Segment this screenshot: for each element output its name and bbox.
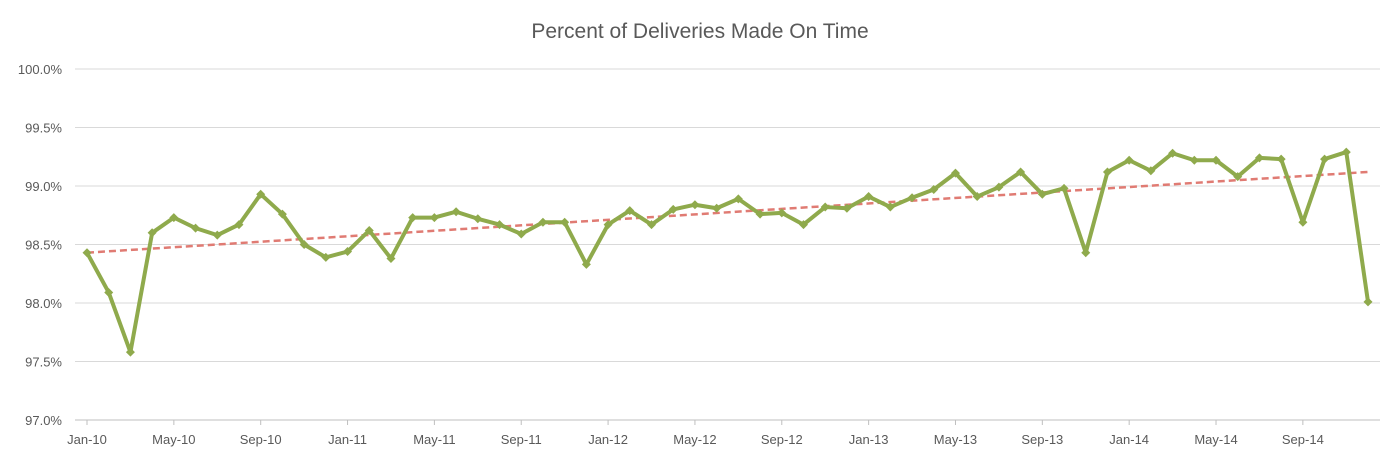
x-tick-label: Sep-12: [761, 432, 803, 447]
x-tick-label: Sep-14: [1282, 432, 1324, 447]
data-point: [1211, 155, 1221, 165]
x-tick-label: Jan-12: [588, 432, 628, 447]
data-point: [169, 213, 179, 223]
y-tick-label: 97.5%: [25, 355, 62, 370]
x-tick-label: Jan-14: [1109, 432, 1149, 447]
data-point: [690, 200, 700, 210]
data-point: [1189, 155, 1199, 165]
data-point: [364, 225, 374, 235]
data-point: [972, 192, 982, 202]
data-point: [885, 202, 895, 212]
y-tick-label: 98.0%: [25, 296, 62, 311]
data-point: [603, 220, 613, 230]
data-point: [733, 194, 743, 204]
chart-title: Percent of Deliveries Made On Time: [531, 20, 868, 43]
data-point: [321, 252, 331, 262]
x-axis: Jan-10 May-10 Sep-10 Jan-11 May-11 Sep-11 Jan-…: [67, 419, 1380, 447]
data-point: [1320, 154, 1330, 164]
data-point: [256, 189, 266, 199]
data-point: [191, 223, 201, 233]
data-point: [473, 214, 483, 224]
data-point: [212, 230, 222, 240]
data-point: [1363, 297, 1373, 307]
data-point: [299, 240, 309, 249]
data-point: [820, 202, 830, 212]
data-point: [147, 228, 157, 238]
data-point: [712, 203, 722, 213]
data-point: [1168, 148, 1178, 158]
data-point: [386, 254, 396, 264]
data-point: [104, 287, 114, 297]
data-point: [1124, 155, 1134, 165]
x-tick-label: Sep-10: [240, 432, 282, 447]
x-tick-label: Jan-13: [849, 432, 889, 447]
data-point: [777, 208, 787, 218]
data-point: [1146, 166, 1156, 176]
data-point: [1037, 189, 1047, 199]
x-tick-label: May-13: [934, 432, 977, 447]
data-point: [429, 213, 439, 223]
data-point: [1254, 153, 1264, 163]
data-point: [929, 185, 939, 195]
series-group: [82, 147, 1373, 357]
y-tick-label: 98.5%: [25, 238, 62, 253]
x-tick-label: May-10: [152, 432, 195, 447]
data-point: [864, 192, 874, 202]
data-point: [1016, 167, 1026, 177]
y-tick-label: 97.0%: [25, 413, 62, 428]
x-tick-label: May-12: [673, 432, 716, 447]
data-point: [516, 229, 526, 239]
y-tick-label: 99.5%: [25, 121, 62, 136]
data-point: [1233, 172, 1243, 182]
gridlines: [75, 68, 1380, 421]
data-point: [1102, 167, 1112, 177]
data-point: [560, 217, 570, 227]
data-point: [538, 217, 548, 227]
data-point: [1081, 248, 1091, 258]
data-point: [755, 209, 765, 219]
data-point: [495, 220, 505, 230]
y-tick-label: 99.0%: [25, 179, 62, 194]
data-point: [82, 248, 92, 258]
data-point: [451, 207, 461, 217]
x-tick-label: Jan-10: [67, 432, 107, 447]
data-point: [125, 347, 135, 357]
data-point: [647, 220, 657, 230]
x-tick-label: May-14: [1194, 432, 1237, 447]
data-point: [581, 259, 591, 269]
data-point: [277, 209, 287, 219]
data-point: [343, 247, 353, 257]
data-point: [668, 204, 678, 214]
data-point: [907, 193, 917, 203]
y-tick-label: 100.0%: [18, 62, 63, 77]
data-point: [234, 220, 244, 230]
data-point: [842, 203, 852, 213]
x-tick-label: Sep-11: [501, 432, 542, 447]
data-point: [1276, 154, 1286, 164]
data-point: [625, 206, 635, 216]
data-point: [1341, 147, 1351, 157]
data-point: [408, 213, 418, 223]
series-line: [85, 150, 1370, 355]
data-point: [950, 168, 960, 178]
y-axis-ticks: 97.0% 97.5% 98.0% 98.5% 99.0% 99.5% 100.0%: [18, 62, 63, 428]
data-point: [798, 220, 808, 230]
data-point: [1059, 183, 1069, 193]
x-tick-label: Jan-11: [328, 432, 367, 447]
x-tick-label: Sep-13: [1021, 432, 1063, 447]
data-point: [994, 182, 1004, 192]
data-point: [1298, 217, 1308, 227]
x-tick-label: May-11: [413, 432, 455, 447]
